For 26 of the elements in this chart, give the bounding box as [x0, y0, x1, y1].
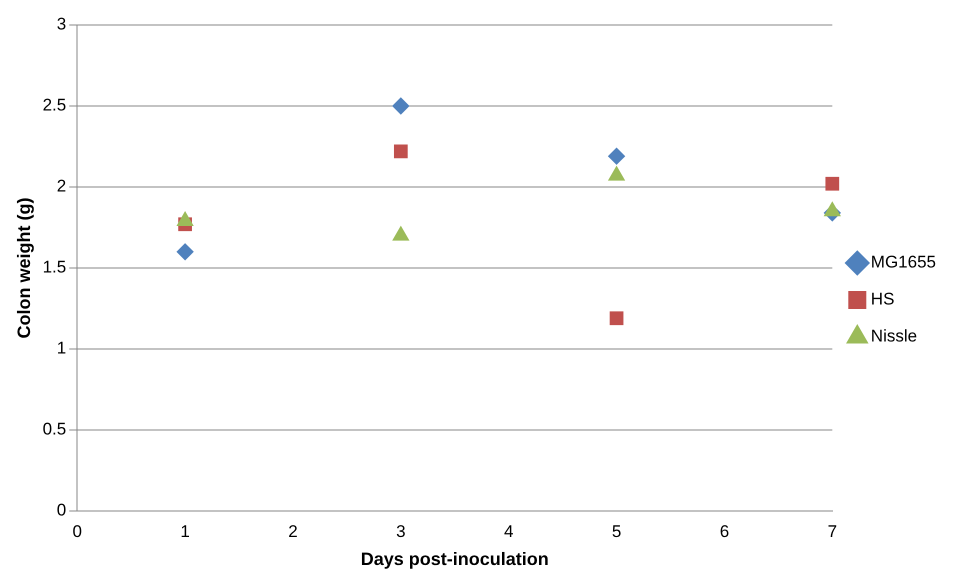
x-tick-label: 5 — [612, 522, 622, 541]
legend-label: HS — [870, 290, 894, 309]
y-tick-label: 1.5 — [42, 258, 66, 277]
point — [825, 176, 840, 191]
x-tick-label: 6 — [720, 522, 730, 541]
legend-label: MG1655 — [870, 252, 936, 272]
x-tick-label: 7 — [828, 522, 838, 541]
point — [608, 148, 626, 165]
y-axis-title: Colon weight (g) — [14, 198, 34, 338]
point — [394, 144, 408, 158]
point — [392, 98, 410, 114]
x-tick-label: 4 — [504, 522, 514, 541]
x-tick-label: 0 — [72, 522, 82, 541]
point — [610, 311, 624, 326]
x-tick-label: 1 — [180, 522, 190, 541]
x-tick-label: 2 — [288, 522, 298, 541]
y-tick-label: 1 — [56, 338, 66, 358]
y-tick-label: 2.5 — [42, 96, 66, 115]
y-tick-label: 3 — [56, 14, 66, 34]
y-tick-label: 0 — [56, 500, 66, 520]
point — [176, 243, 194, 260]
x-tick-label: 3 — [396, 522, 406, 541]
y-tick-label: 0.5 — [42, 420, 66, 439]
x-axis-title: Days post-inoculation — [360, 549, 549, 570]
legend-label: Nissle — [870, 326, 918, 346]
y-tick-label: 2 — [56, 176, 66, 196]
